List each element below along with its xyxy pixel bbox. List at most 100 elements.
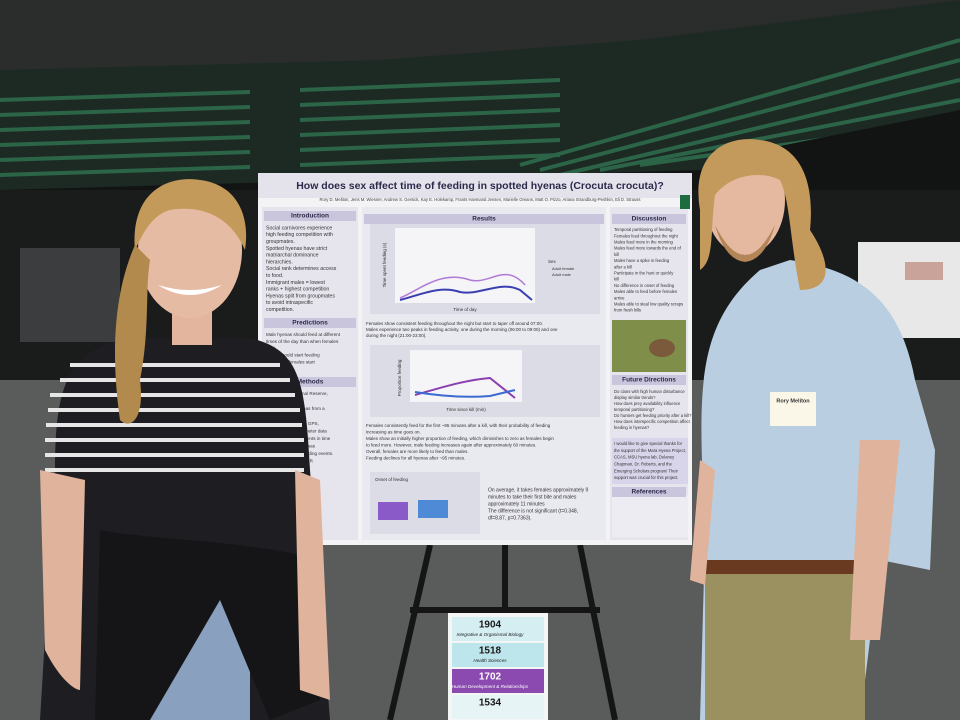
legend-title: Sex bbox=[548, 259, 557, 264]
poster-text-line: Chapman, Dr. Roberts, and the bbox=[614, 462, 673, 467]
section-header-bg bbox=[264, 377, 356, 387]
poster-text-line: Participate in the hunt or quickly bbox=[614, 271, 674, 276]
poster-text-line: to avoid intraspecific bbox=[266, 300, 313, 306]
poster-text-line: Males feed more in the morning bbox=[614, 240, 674, 245]
badge-name: Rory Meliton bbox=[776, 398, 810, 404]
section-heading: Predictions bbox=[292, 320, 328, 327]
legend-entry: Adult male bbox=[552, 272, 572, 277]
right-column bbox=[610, 207, 688, 540]
poster-text-line: kill bbox=[614, 277, 619, 282]
poster-text-line: Males able to steal low quality scraps bbox=[614, 302, 683, 307]
poster-text-line: Males experience two peaks in feeding ac… bbox=[366, 327, 558, 332]
poster-text-line: df=8.87, p=0.7363). bbox=[488, 515, 532, 521]
legend-entry: Adult female bbox=[552, 266, 575, 271]
section-header-bg bbox=[612, 214, 686, 224]
poster-text-line: temporal partitioning? bbox=[614, 407, 655, 412]
poster-text-line: Social rank determines access bbox=[266, 266, 337, 272]
section-header-bg bbox=[264, 318, 356, 328]
sign-label: Health Sciences bbox=[473, 658, 507, 663]
section-header-bg bbox=[612, 487, 686, 497]
axis-label: Time of day bbox=[453, 307, 477, 312]
references-box bbox=[612, 495, 688, 537]
chart-line bbox=[399, 273, 526, 299]
section-heading: Results bbox=[472, 216, 496, 223]
section-heading: Introduction bbox=[291, 213, 329, 220]
poster-text-line: How does interspecific competition affec… bbox=[614, 419, 691, 424]
person-left bbox=[40, 179, 330, 720]
poster-text-line: Females show consistent feeding througho… bbox=[366, 321, 543, 326]
poster-text-line: after a kill bbox=[614, 264, 632, 269]
section-header-bg bbox=[264, 211, 356, 221]
poster-text-line: Females consistently feed for the first … bbox=[366, 423, 551, 428]
poster-text-line: kill bbox=[614, 252, 619, 257]
poster-text-line: high feeding competition with bbox=[266, 232, 333, 238]
poster-text-line: times of the day than when females bbox=[266, 339, 339, 344]
poster-text-line: No difference in onset of feeding bbox=[614, 283, 675, 288]
poster-text-line: Spotted hyenas have strict bbox=[266, 246, 328, 252]
section-heading: References bbox=[631, 489, 666, 496]
chart-title: Onset of feeding bbox=[375, 477, 409, 482]
poster-text-line: Males should start feeding bbox=[266, 353, 320, 358]
box bbox=[418, 500, 448, 518]
sign-row bbox=[452, 617, 544, 641]
hyena bbox=[649, 339, 675, 357]
poster-text-line: from fresh kills bbox=[614, 308, 641, 313]
acknowledgement-box bbox=[612, 438, 688, 484]
sign-row bbox=[452, 669, 544, 693]
section-header-bg bbox=[612, 375, 686, 385]
sign-number: 1534 bbox=[479, 698, 502, 709]
poster-text-line: feeding in hyenas? bbox=[614, 425, 650, 430]
poster-text-line: approximately 11 minutes bbox=[488, 501, 545, 507]
section-heading: Methods bbox=[297, 379, 324, 386]
poster-text-line: Immigrant males = lowest bbox=[266, 280, 326, 286]
poster-text-line: Males have a spike in feeding bbox=[614, 258, 670, 263]
poster-text-line: Social carnivores experience bbox=[266, 225, 332, 231]
poster-text-line: Emerging Scholars program! Their bbox=[614, 468, 679, 473]
sign-row bbox=[452, 695, 544, 719]
poster-text-line: increasing as time goes on. bbox=[366, 430, 421, 435]
section-heading: Discussion bbox=[632, 216, 667, 223]
chart-plot bbox=[395, 228, 535, 303]
section-header-bg bbox=[364, 214, 604, 224]
poster-text-line: Temporal partitioning of feeding bbox=[614, 227, 673, 232]
poster-authors: Rory D. Meliton, Jens M. Wiesner, Andrew… bbox=[320, 197, 641, 202]
name-badge bbox=[770, 392, 816, 426]
chart-line bbox=[414, 389, 516, 398]
poster-text-line: Do hunters get feeding priority after a … bbox=[614, 413, 692, 418]
poster-text-line: later when females start bbox=[266, 359, 315, 364]
poster-text-line: support was crucial for this project. bbox=[614, 475, 678, 480]
poster-text-line: Males feed more towards the end of bbox=[614, 246, 682, 251]
poster-text-line: I would like to give special thanks for bbox=[614, 441, 683, 446]
poster-text-line: Do clans with high human disturbance bbox=[614, 389, 685, 394]
poster-text-line: Males able to feed before females bbox=[614, 289, 677, 294]
poster-text-line: Overall, females are more likely to feed… bbox=[366, 449, 469, 454]
poster-text-line: On average, it takes females approximate… bbox=[488, 487, 589, 493]
section-heading: Future Directions bbox=[622, 377, 676, 384]
poster-text-line: groupmates. bbox=[266, 239, 295, 245]
poster-text-line: Male hyenas should feed at different bbox=[266, 332, 341, 337]
poster-text-line: minutes to take their first bite and mal… bbox=[488, 494, 577, 500]
poster-text-line: display similar trends? bbox=[614, 395, 656, 400]
sign-label: Integrative & Organismal Biology bbox=[457, 632, 525, 637]
poster-text-line: How does prey availability influence bbox=[614, 401, 681, 406]
poster-text-line: Feeding declines for all hyenas after ~9… bbox=[366, 456, 465, 461]
logo bbox=[680, 195, 690, 209]
axis-label: Time spent feeding (s) bbox=[382, 242, 387, 287]
poster-text-line: during the night (21:00-23:00). bbox=[366, 333, 427, 338]
poster-text-line: to feed more. However, male feeding incr… bbox=[366, 443, 536, 448]
chart-line bbox=[399, 285, 533, 301]
hyena-photo bbox=[612, 320, 686, 372]
box bbox=[378, 502, 408, 520]
poster-text-line: The difference is not significant (t=0.3… bbox=[488, 508, 578, 514]
poster-title-bar bbox=[258, 173, 692, 198]
poster-text-line: to food. bbox=[266, 273, 283, 279]
poster: How does sex affect time of feeding in s… bbox=[258, 173, 692, 545]
poster-text-line: Males show an initially higher proportio… bbox=[366, 436, 554, 441]
sign-label: Human Development & Relationships bbox=[452, 684, 529, 689]
sign-number: 1904 bbox=[479, 620, 502, 631]
poster-text-line: hierarchies. bbox=[266, 259, 293, 265]
axis-label: Proportion feeding bbox=[397, 359, 402, 396]
